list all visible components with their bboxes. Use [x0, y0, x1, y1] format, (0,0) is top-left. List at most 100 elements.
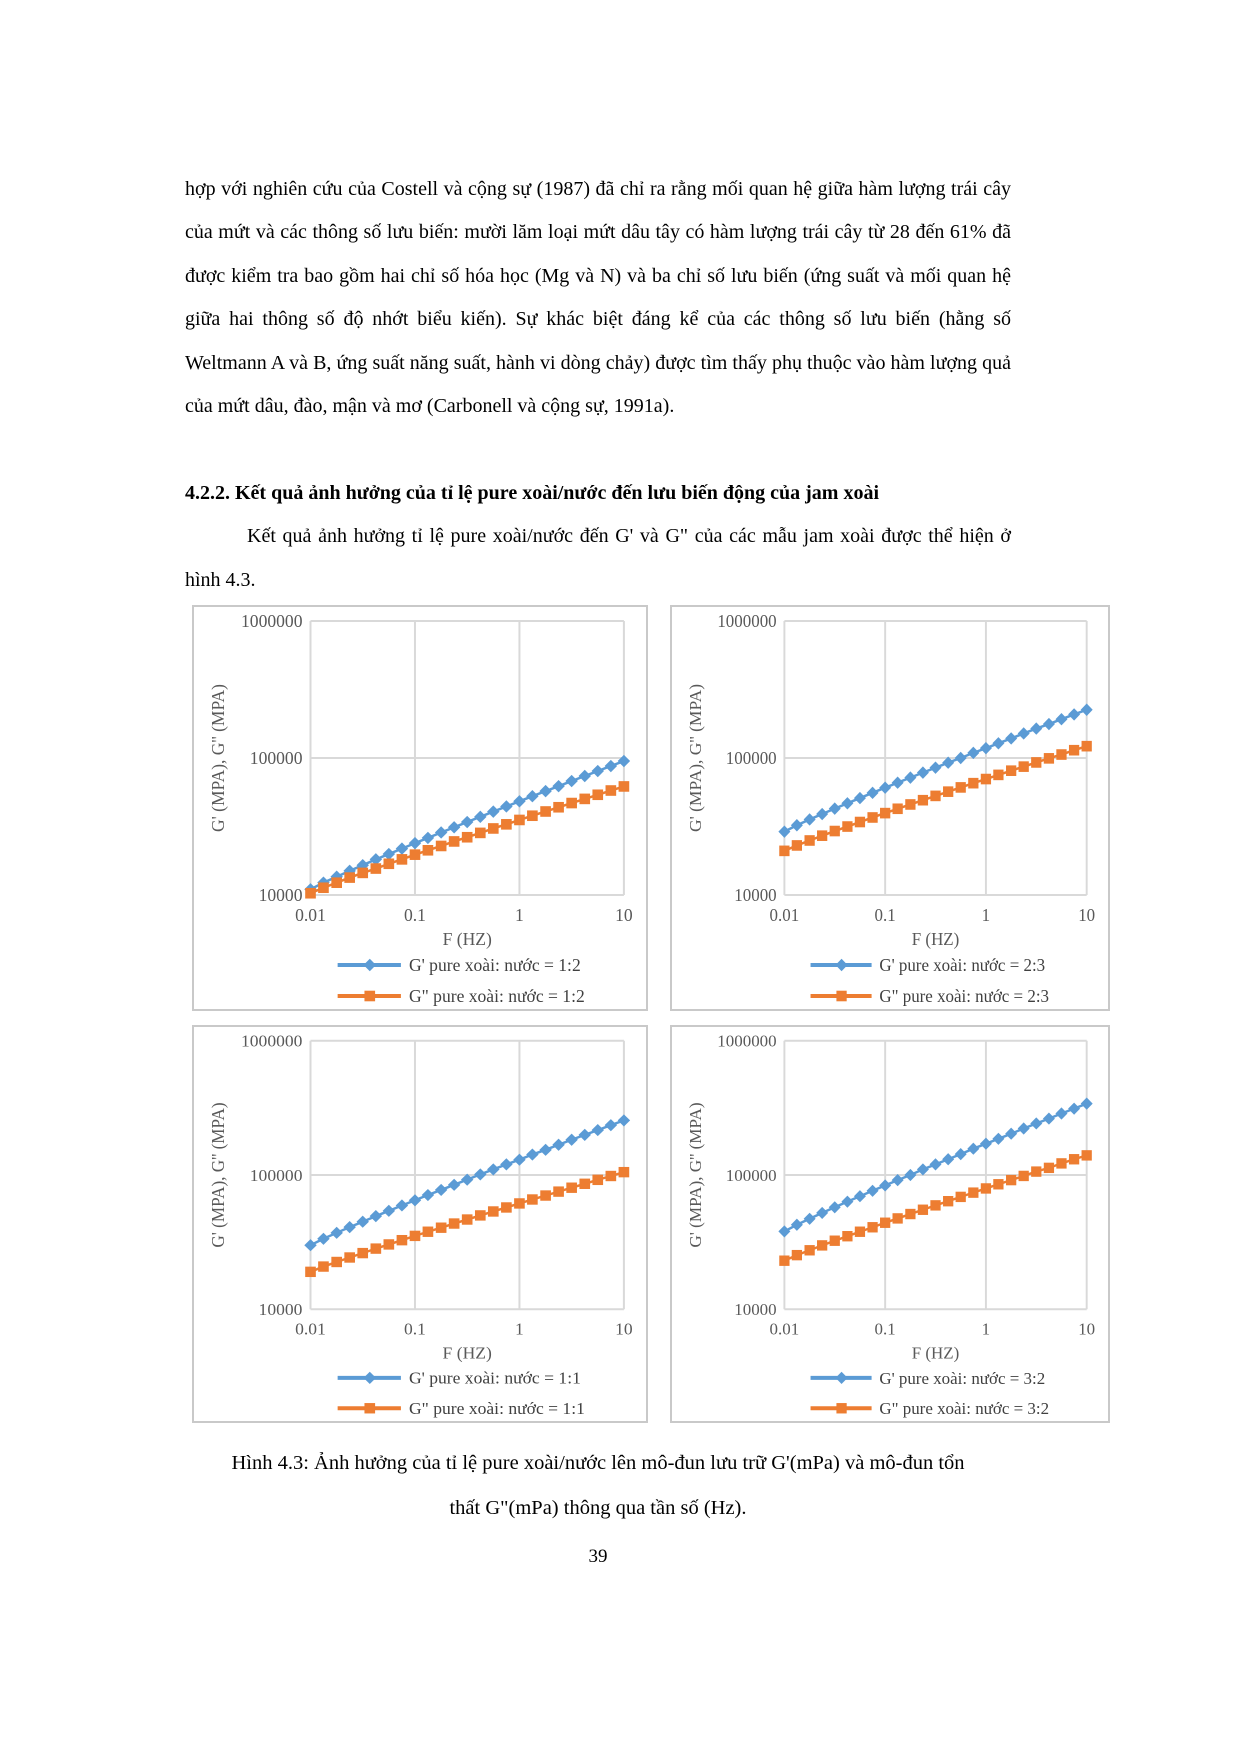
data-point-marker	[604, 1119, 618, 1132]
data-point-marker	[435, 1222, 447, 1233]
data-point-marker	[578, 1128, 591, 1141]
figure-caption-line-2: thất G"(mPa) thông qua tần số (Hz).	[449, 1497, 747, 1519]
y-axis-tick-label: 1000000	[241, 611, 303, 631]
data-point-marker	[383, 858, 395, 870]
legend-marker	[363, 1371, 377, 1384]
data-point-marker	[1068, 708, 1081, 721]
data-point-marker	[954, 751, 967, 765]
y-axis-title: G' (MPA), G'' (MPA)	[686, 684, 705, 832]
data-point-marker	[460, 1173, 474, 1186]
data-point-marker	[778, 1225, 791, 1238]
data-point-marker	[828, 802, 841, 815]
data-point-marker	[790, 819, 803, 832]
data-point-marker	[357, 1247, 369, 1259]
data-point-marker	[487, 823, 499, 834]
data-point-marker	[513, 795, 526, 808]
data-point-marker	[382, 847, 396, 861]
data-point-marker	[552, 1138, 565, 1151]
chart-canvas-2-3: 10000 100000 1000000 0.01 0.1 1 10 F (HZ) G' (MP…	[686, 612, 1095, 1006]
data-point-marker	[829, 825, 840, 837]
data-point-marker	[514, 814, 525, 826]
x-axis-tick-label: 0.01	[770, 1320, 800, 1339]
data-point-marker	[474, 1210, 486, 1221]
legend-label: G' pure xoài: nước = 1:2	[409, 955, 581, 975]
data-point-marker	[1017, 1122, 1030, 1135]
data-point-marker	[305, 1266, 316, 1278]
x-axis-title: F (HZ)	[912, 930, 960, 949]
data-point-marker	[867, 812, 878, 823]
chart-pure-xoai-nuoc-3-2: 10000 100000 1000000 0.01 0.1 1 10 F (HZ) G' (MP…	[670, 1025, 1110, 1423]
data-point-marker	[1080, 703, 1093, 716]
data-point-marker	[842, 1231, 853, 1242]
y-axis-tick-label: 1000000	[717, 612, 776, 631]
data-point-marker	[992, 737, 1005, 750]
data-point-marker	[447, 821, 461, 834]
data-point-marker	[318, 1261, 329, 1272]
section-heading-4-2-2: 4.2.2. Kết quả ảnh hưởng của tỉ lệ pure …	[185, 482, 879, 504]
data-point-marker	[578, 769, 591, 783]
data-point-marker	[540, 806, 551, 817]
data-point-marker	[1068, 1102, 1081, 1115]
data-point-marker	[980, 1183, 992, 1194]
data-point-marker	[891, 776, 904, 789]
x-axis-tick-label: 10	[1078, 1320, 1095, 1339]
data-point-marker	[591, 1124, 604, 1137]
data-point-marker	[917, 794, 929, 806]
data-point-marker	[344, 872, 355, 883]
data-point-marker	[841, 797, 854, 810]
data-point-marker	[370, 863, 382, 874]
data-point-marker	[1056, 749, 1067, 760]
data-point-marker	[917, 1204, 929, 1215]
data-point-marker	[1031, 757, 1042, 768]
data-point-marker	[1005, 1127, 1018, 1140]
data-point-marker	[1005, 732, 1018, 745]
data-point-marker	[1006, 765, 1017, 776]
data-point-marker	[566, 1182, 577, 1193]
data-point-marker	[539, 1143, 552, 1156]
data-point-marker	[318, 882, 329, 894]
data-point-marker	[396, 854, 408, 865]
figure-caption: Hình 4.3: Ảnh hưởng của tỉ lệ pure xoài/…	[185, 1441, 1011, 1531]
data-point-marker	[526, 790, 539, 803]
data-point-marker	[500, 800, 513, 813]
data-point-marker	[930, 790, 941, 802]
legend-label: G' pure xoài: nước = 2:3	[879, 956, 1045, 975]
data-point-marker	[892, 803, 903, 815]
data-point-marker	[1081, 740, 1092, 752]
data-point-marker	[435, 840, 447, 852]
data-point-marker	[817, 830, 828, 841]
chart-canvas-3-2: 10000 100000 1000000 0.01 0.1 1 10 F (HZ) G' (MP…	[686, 1032, 1095, 1419]
legend-label: G" pure xoài: nước = 3:2	[879, 1399, 1049, 1418]
data-point-marker	[383, 1239, 395, 1250]
data-point-marker	[1031, 1166, 1042, 1177]
data-point-marker	[304, 1239, 317, 1252]
x-axis-tick-label: 10	[1078, 906, 1095, 925]
x-axis-tick-label: 0.01	[770, 906, 800, 925]
data-point-marker	[916, 766, 929, 779]
data-point-marker	[370, 1243, 382, 1254]
y-axis-tick-label: 100000	[250, 1166, 303, 1185]
page-number: 39	[588, 1546, 608, 1567]
data-point-marker	[967, 1142, 980, 1155]
y-axis-tick-label: 10000	[259, 1300, 303, 1319]
data-point-marker	[343, 864, 356, 878]
x-axis-title: F (HZ)	[443, 929, 492, 949]
data-point-marker	[905, 799, 916, 810]
data-point-marker	[344, 1252, 355, 1263]
legend-marker	[835, 958, 848, 972]
data-point-marker	[880, 1217, 891, 1228]
data-point-marker	[422, 1226, 434, 1237]
data-point-marker	[891, 1174, 904, 1187]
data-point-marker	[779, 845, 790, 857]
data-point-marker	[905, 1208, 916, 1220]
legend-label: G' pure xoài: nước = 1:1	[409, 1369, 581, 1388]
data-point-marker	[929, 761, 942, 774]
x-axis-tick-label: 1	[982, 1320, 990, 1339]
x-axis-tick-label: 0.1	[404, 1320, 426, 1339]
data-point-marker	[1030, 1117, 1043, 1130]
data-point-marker	[968, 1187, 979, 1198]
x-axis-tick-label: 0.01	[295, 1320, 326, 1339]
data-point-marker	[853, 791, 866, 805]
data-point-marker	[980, 773, 992, 785]
x-axis-tick-label: 1	[515, 905, 524, 925]
